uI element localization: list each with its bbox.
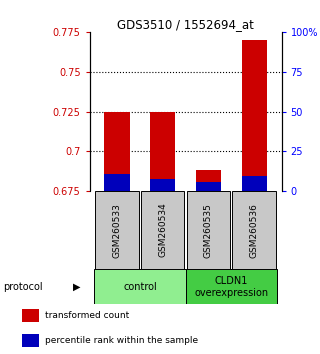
Text: GSM260533: GSM260533 (113, 202, 122, 258)
Bar (186, 269, 277, 304)
Bar (150, 179, 175, 191)
Bar (150, 112, 175, 191)
Title: GDS3510 / 1552694_at: GDS3510 / 1552694_at (117, 18, 254, 31)
Text: GSM260534: GSM260534 (158, 203, 167, 257)
Text: control: control (123, 282, 157, 292)
Bar (104, 112, 130, 191)
Bar (141, 191, 184, 269)
Bar (22, 309, 39, 322)
Bar (22, 334, 39, 347)
Bar (232, 191, 276, 269)
Bar (187, 191, 230, 269)
Text: ▶: ▶ (73, 282, 81, 292)
Text: GSM260535: GSM260535 (204, 202, 213, 258)
Bar (104, 175, 130, 191)
Text: CLDN1
overexpression: CLDN1 overexpression (194, 276, 268, 298)
Text: protocol: protocol (3, 282, 43, 292)
Bar (196, 171, 221, 191)
Bar (242, 176, 267, 191)
Text: GSM260536: GSM260536 (250, 202, 259, 258)
Bar (95, 191, 139, 269)
Text: percentile rank within the sample: percentile rank within the sample (45, 336, 198, 345)
Bar (196, 182, 221, 191)
Bar (94, 269, 186, 304)
Bar (242, 40, 267, 191)
Text: transformed count: transformed count (45, 311, 130, 320)
